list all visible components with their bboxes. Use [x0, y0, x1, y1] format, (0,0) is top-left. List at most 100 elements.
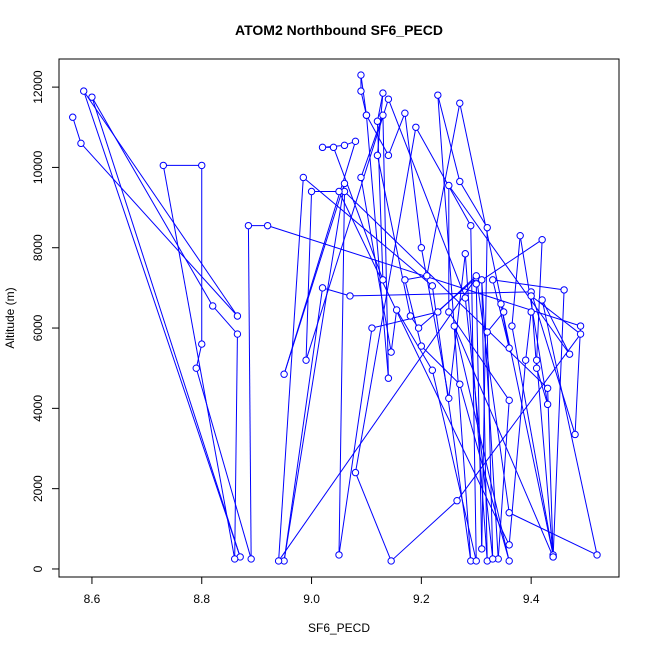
series-segment: [234, 334, 238, 559]
data-point: [209, 302, 217, 310]
data-point: [472, 280, 480, 288]
series-segment: [376, 155, 411, 317]
data-point: [505, 396, 513, 405]
data-point: [244, 221, 253, 230]
data-point: [414, 324, 423, 332]
plot-frame: [58, 58, 620, 578]
series-segment: [519, 235, 549, 405]
y-tick-label: 4000: [31, 395, 45, 422]
series-segment: [511, 235, 521, 327]
series-segment: [421, 345, 461, 385]
data-point: [379, 89, 387, 97]
series-segment: [83, 90, 241, 558]
data-point: [532, 356, 541, 364]
series-segment: [212, 305, 238, 335]
series-segment: [456, 333, 581, 502]
data-point: [335, 187, 343, 196]
data-point: [478, 276, 486, 284]
data-point: [318, 284, 327, 292]
data-point: [508, 322, 516, 330]
data-point: [445, 308, 453, 316]
data-point: [384, 151, 393, 160]
series-segment: [552, 289, 565, 557]
series-segment: [404, 113, 422, 248]
data-point: [362, 111, 371, 119]
series-segment: [390, 309, 398, 353]
series-segment: [72, 117, 82, 144]
data-point: [445, 394, 453, 403]
data-point: [351, 468, 360, 477]
data-point: [192, 364, 200, 372]
series-segment: [431, 285, 472, 562]
series-segment: [475, 283, 483, 549]
data-point: [392, 306, 401, 314]
data-point: [357, 87, 365, 95]
y-tick-label: 12000: [31, 70, 45, 104]
series-segment: [360, 177, 392, 353]
data-point: [497, 300, 505, 308]
x-tick-label: 9.2: [413, 592, 430, 606]
data-point: [450, 322, 458, 330]
data-point: [198, 340, 206, 348]
data-point: [505, 509, 513, 517]
data-point: [318, 143, 327, 152]
data-point: [489, 276, 497, 284]
series-segment: [338, 191, 510, 546]
series-segment: [431, 370, 477, 562]
data-point: [453, 497, 461, 505]
data-point: [549, 553, 557, 561]
data-point: [456, 177, 464, 186]
series-segment: [360, 74, 367, 116]
data-point: [387, 348, 395, 356]
series-segment: [415, 127, 472, 226]
series-segment: [541, 299, 571, 355]
data-point: [340, 179, 349, 188]
data-point: [280, 370, 288, 378]
data-point: [384, 374, 393, 382]
data-point: [387, 557, 395, 565]
data-point: [346, 292, 354, 300]
data-point: [505, 344, 513, 352]
series-segment: [486, 311, 505, 333]
series-segment: [195, 343, 203, 369]
series-segment: [371, 311, 438, 329]
series-segment: [360, 115, 384, 178]
series-segment: [365, 115, 389, 379]
data-point: [571, 430, 579, 439]
data-point: [230, 555, 239, 563]
data-point: [340, 141, 349, 150]
y-axis-label: Altitude (m): [3, 287, 17, 348]
data-point: [233, 330, 242, 338]
data-point: [351, 137, 360, 146]
data-point: [434, 308, 442, 316]
data-point: [373, 117, 382, 125]
y-tick-label: 8000: [31, 234, 45, 261]
data-point: [445, 181, 453, 190]
series-segment: [404, 275, 427, 281]
series-segment: [500, 303, 554, 556]
data-point: [472, 272, 480, 280]
series-segment: [453, 325, 554, 558]
data-point: [233, 312, 242, 320]
data-point: [472, 557, 480, 565]
y-tick-label: 2000: [31, 475, 45, 502]
x-axis: 8.6 8.8 9.0 9.2 9.4: [84, 577, 540, 606]
y-tick-label: 6000: [31, 314, 45, 341]
data-point: [198, 161, 206, 170]
series-segment: [91, 96, 214, 307]
data-point: [461, 294, 469, 302]
data-point: [423, 272, 431, 280]
y-tick-label: 10000: [31, 150, 45, 184]
series-segment: [387, 113, 406, 156]
data-point: [560, 286, 568, 294]
chart-title: ATOM2 Northbound SF6_PECD: [235, 22, 443, 38]
series-segment: [536, 360, 554, 557]
data-point: [373, 151, 382, 160]
data-point: [329, 143, 338, 152]
series-segment: [459, 181, 488, 228]
series-segment: [283, 183, 345, 562]
series-segment: [453, 325, 510, 562]
data-point: [379, 276, 387, 284]
series-segment: [387, 98, 466, 299]
series-segment: [247, 225, 252, 559]
